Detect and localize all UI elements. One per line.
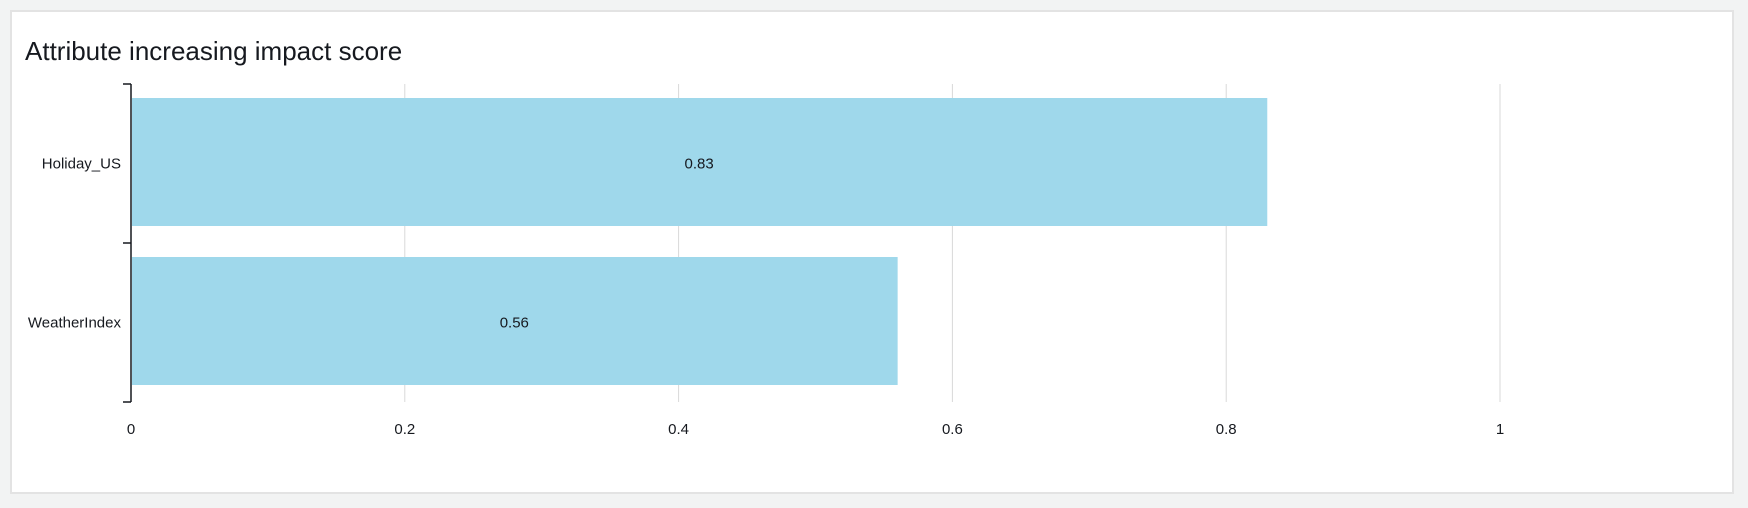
- bar-weatherindex[interactable]: [132, 257, 898, 385]
- x-tick-label: 1: [1496, 421, 1504, 438]
- y-tick-label: WeatherIndex: [28, 315, 122, 332]
- x-tick-label: 0.8: [1216, 421, 1237, 438]
- chart-panel: Attribute increasing impact score 0 0.2 0.…: [10, 10, 1734, 494]
- bars: [132, 98, 1268, 385]
- labels: 0 0.2 0.4 0.6 0.8 1 0.83 Holiday_US 0.56 WeatherI…: [28, 156, 1504, 439]
- x-tick-label: 0.6: [942, 421, 963, 438]
- bar-value-label: 0.56: [500, 315, 529, 332]
- x-tick-label: 0.4: [668, 421, 689, 438]
- x-tick-label: 0.2: [394, 421, 415, 438]
- bar-value-label: 0.83: [685, 156, 714, 173]
- bar-holiday-us[interactable]: [132, 98, 1268, 226]
- y-axis: [123, 83, 132, 403]
- chart-title: Attribute increasing impact score: [25, 36, 403, 66]
- bar-chart: 0 0.2 0.4 0.6 0.8 1 0.83 Holiday_US 0.56 WeatherI…: [28, 83, 1504, 439]
- y-tick-label: Holiday_US: [42, 156, 121, 173]
- x-tick-label: 0: [127, 421, 135, 438]
